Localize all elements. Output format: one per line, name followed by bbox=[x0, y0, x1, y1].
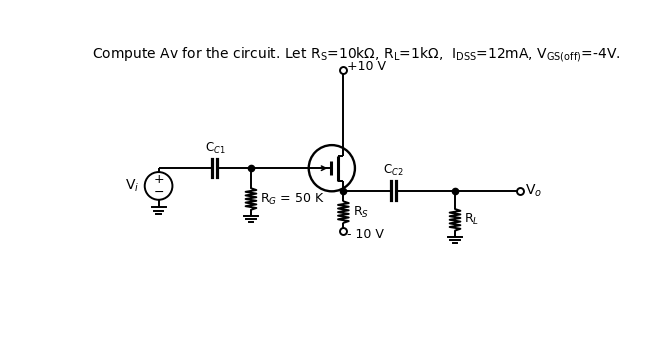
Text: +10 V: +10 V bbox=[347, 60, 386, 73]
Text: R$_G$ = 50 K: R$_G$ = 50 K bbox=[260, 191, 325, 206]
Text: Compute Av for the circuit. Let R$_\mathregular{S}$=10k$\Omega$, R$_\mathregular: Compute Av for the circuit. Let R$_\math… bbox=[92, 45, 620, 64]
Text: V$_o$: V$_o$ bbox=[525, 182, 542, 199]
Text: V$_i$: V$_i$ bbox=[125, 178, 139, 194]
Text: −: − bbox=[153, 186, 164, 199]
Text: R$_S$: R$_S$ bbox=[352, 204, 368, 220]
Text: R$_L$: R$_L$ bbox=[464, 212, 480, 227]
Text: - 10 V: - 10 V bbox=[347, 228, 384, 241]
Text: +: + bbox=[153, 173, 164, 186]
Text: C$_{C1}$: C$_{C1}$ bbox=[204, 141, 225, 156]
Text: C$_{C2}$: C$_{C2}$ bbox=[383, 163, 404, 178]
